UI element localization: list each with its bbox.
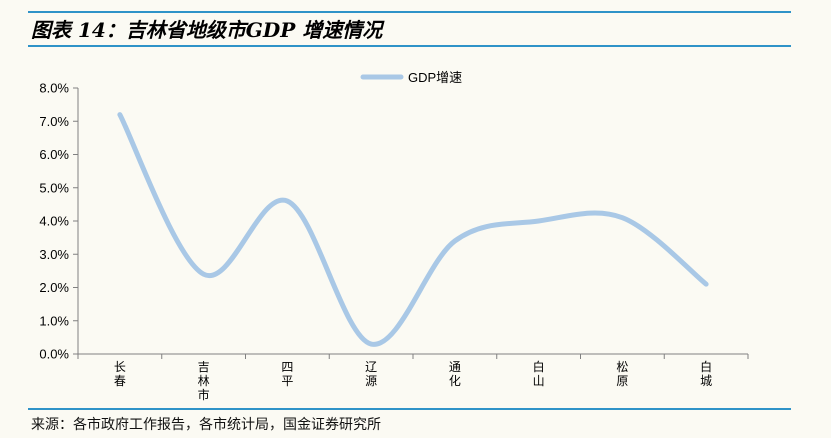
x-category-label: 白山 — [533, 359, 545, 388]
y-tick-label: 2.0% — [39, 280, 69, 295]
x-category-label: 四平 — [281, 360, 293, 388]
y-tick-label: 1.0% — [39, 313, 69, 328]
y-tick-label: 6.0% — [39, 147, 69, 162]
y-tick-label: 4.0% — [39, 214, 69, 229]
x-category-label: 通化 — [449, 360, 461, 388]
x-category-label: 长春 — [114, 360, 126, 388]
legend: GDP增速 — [360, 70, 462, 85]
x-category-label: 吉林市 — [198, 360, 210, 402]
series-line-gdp-growth — [117, 112, 709, 347]
y-tick-label: 0.0% — [39, 347, 69, 362]
y-tick-label: 5.0% — [39, 180, 69, 195]
source-note: 来源：各市政府工作报告，各市统计局，国金证券研究所 — [31, 417, 381, 433]
x-axis: 长春 吉林市 四平 辽源 通化 白山 松原 白城 — [77, 353, 749, 402]
title-rule — [28, 45, 791, 47]
legend-label: GDP增速 — [408, 70, 462, 85]
y-tick-label: 8.0% — [39, 81, 69, 96]
x-category-label: 松原 — [616, 360, 628, 388]
x-category-label: 白城 — [700, 359, 712, 388]
series-gdp-growth — [117, 112, 709, 347]
figure-title: 图表 14：吉林省地级市GDP 增速情况 — [31, 18, 383, 42]
y-tick-label: 7.0% — [39, 114, 69, 129]
x-category-label: 辽源 — [365, 360, 377, 388]
y-tick-label: 3.0% — [39, 247, 69, 262]
y-axis: 0.0% 1.0% 2.0% 3.0% 4.0% 5.0% 6.0% 7.0% 8.0% — [39, 81, 79, 362]
source-rule — [28, 408, 791, 410]
top-rule — [28, 11, 791, 13]
